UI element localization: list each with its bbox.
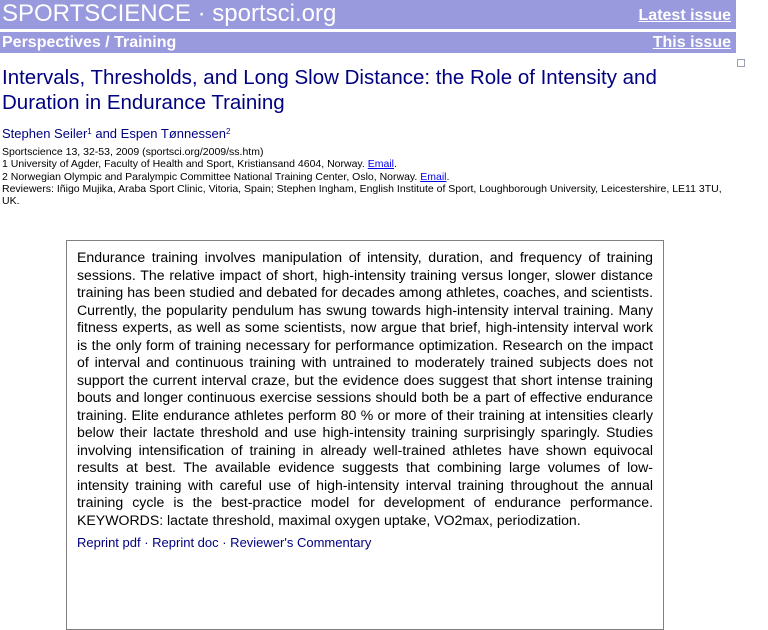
- latest-issue-link[interactable]: Latest issue: [638, 7, 731, 24]
- abstract-box: Endurance training involves manipulation…: [66, 240, 664, 630]
- affiliation-2-period: .: [446, 170, 450, 183]
- article-meta: Sportscience 13, 32-53, 2009 (sportsci.o…: [2, 146, 737, 207]
- section-bar: Perspectives / Training This issue: [0, 32, 736, 53]
- this-issue-link[interactable]: This issue: [652, 34, 731, 51]
- article-title: Intervals, Thresholds, and Long Slow Dis…: [2, 66, 657, 114]
- author-2: Espen Tønnessen: [120, 126, 226, 141]
- reviewers: Reviewers: Iñigo Mujika, Araba Sport Cli…: [2, 182, 722, 208]
- affiliation-1: 1 University of Agder, Faculty of Health…: [2, 158, 737, 170]
- author-2-affiliation: 2: [225, 127, 231, 136]
- reprint-links[interactable]: Reprint pdf · Reprint doc · Reviewer's C…: [77, 535, 372, 550]
- authors-line: Stephen Seiler1 and Espen Tønnessen2: [2, 124, 230, 142]
- author-1-affiliation: 1: [87, 127, 92, 136]
- citation: Sportscience 13, 32-53, 2009 (sportsci.o…: [2, 146, 264, 158]
- corner-marker: [737, 59, 745, 67]
- header-bar: SPORTSCIENCE · sportsci.org Latest issue: [0, 0, 736, 29]
- affiliation-2: 2 Norwegian Olympic and Paralympic Commi…: [2, 171, 737, 183]
- affiliation-1-text: 1 University of Agder, Faculty of Health…: [2, 158, 368, 171]
- author-join: and: [91, 126, 121, 141]
- affiliation-2-text: 2 Norwegian Olympic and Paralympic Commi…: [2, 170, 421, 183]
- site-title: SPORTSCIENCE · sportsci.org: [2, 0, 337, 27]
- abstract-text: Endurance training involves manipulation…: [77, 249, 653, 528]
- author-1: Stephen Seiler: [2, 126, 88, 141]
- email-link-2[interactable]: Email: [420, 170, 447, 183]
- affiliation-1-period: .: [394, 158, 397, 171]
- email-link-1[interactable]: Email: [367, 158, 395, 171]
- section-label: Perspectives / Training: [2, 34, 177, 51]
